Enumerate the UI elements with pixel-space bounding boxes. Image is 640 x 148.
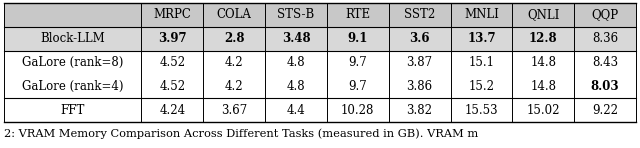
Bar bbox=[327, 3, 388, 27]
Text: 3.97: 3.97 bbox=[158, 32, 187, 45]
Text: 3.48: 3.48 bbox=[282, 32, 310, 45]
Text: SST2: SST2 bbox=[404, 8, 435, 21]
Bar bbox=[451, 74, 513, 98]
Text: QNLI: QNLI bbox=[527, 8, 559, 21]
Text: 3.67: 3.67 bbox=[221, 104, 247, 117]
Bar bbox=[327, 51, 388, 74]
Bar bbox=[265, 3, 327, 27]
Bar bbox=[574, 3, 636, 27]
Bar bbox=[388, 98, 451, 122]
Text: 12.8: 12.8 bbox=[529, 32, 557, 45]
Bar bbox=[327, 98, 388, 122]
Bar bbox=[388, 27, 451, 51]
Text: 15.02: 15.02 bbox=[527, 104, 560, 117]
Text: 4.8: 4.8 bbox=[287, 80, 305, 93]
Bar bbox=[388, 51, 451, 74]
Bar bbox=[327, 74, 388, 98]
Text: 9.7: 9.7 bbox=[348, 80, 367, 93]
Text: 9.1: 9.1 bbox=[348, 32, 368, 45]
Bar bbox=[204, 3, 265, 27]
Text: 4.24: 4.24 bbox=[159, 104, 186, 117]
Text: FFT: FFT bbox=[61, 104, 85, 117]
Bar bbox=[451, 98, 513, 122]
Text: 4.2: 4.2 bbox=[225, 80, 243, 93]
Bar bbox=[388, 74, 451, 98]
Text: STS-B: STS-B bbox=[277, 8, 315, 21]
Text: COLA: COLA bbox=[217, 8, 252, 21]
Text: 4.4: 4.4 bbox=[287, 104, 305, 117]
Bar bbox=[327, 27, 388, 51]
Text: 3.6: 3.6 bbox=[410, 32, 430, 45]
Text: 13.7: 13.7 bbox=[467, 32, 496, 45]
Bar bbox=[141, 98, 204, 122]
Bar bbox=[204, 51, 265, 74]
Bar bbox=[513, 51, 574, 74]
Bar bbox=[265, 98, 327, 122]
Text: 8.03: 8.03 bbox=[591, 80, 620, 93]
Text: MRPC: MRPC bbox=[154, 8, 191, 21]
Text: 9.7: 9.7 bbox=[348, 56, 367, 69]
Text: 3.86: 3.86 bbox=[406, 80, 433, 93]
Bar bbox=[141, 74, 204, 98]
Bar bbox=[451, 51, 513, 74]
Text: 15.2: 15.2 bbox=[468, 80, 495, 93]
Text: QQP: QQP bbox=[591, 8, 619, 21]
Bar bbox=[265, 74, 327, 98]
Bar bbox=[513, 74, 574, 98]
Bar bbox=[204, 74, 265, 98]
Bar bbox=[141, 3, 204, 27]
Bar bbox=[141, 51, 204, 74]
Bar bbox=[141, 27, 204, 51]
Bar bbox=[451, 27, 513, 51]
Text: 3.87: 3.87 bbox=[406, 56, 433, 69]
Bar bbox=[574, 74, 636, 98]
Bar bbox=[388, 3, 451, 27]
Bar bbox=[513, 3, 574, 27]
Text: 4.2: 4.2 bbox=[225, 56, 243, 69]
Text: 2: VRAM Memory Comparison Across Different Tasks (measured in GB). VRAM m: 2: VRAM Memory Comparison Across Differe… bbox=[4, 128, 478, 139]
Text: 8.43: 8.43 bbox=[592, 56, 618, 69]
Text: 4.52: 4.52 bbox=[159, 56, 186, 69]
Text: Block-LLM: Block-LLM bbox=[40, 32, 105, 45]
Bar bbox=[265, 27, 327, 51]
Text: 14.8: 14.8 bbox=[531, 56, 556, 69]
Text: 2.8: 2.8 bbox=[224, 32, 244, 45]
Text: RTE: RTE bbox=[345, 8, 371, 21]
Text: 15.53: 15.53 bbox=[465, 104, 499, 117]
Text: 14.8: 14.8 bbox=[531, 80, 556, 93]
Text: 4.8: 4.8 bbox=[287, 56, 305, 69]
Text: 15.1: 15.1 bbox=[468, 56, 495, 69]
Text: MNLI: MNLI bbox=[464, 8, 499, 21]
Text: GaLore (rank=8): GaLore (rank=8) bbox=[22, 56, 124, 69]
Text: 8.36: 8.36 bbox=[592, 32, 618, 45]
Bar bbox=[574, 27, 636, 51]
Bar bbox=[451, 3, 513, 27]
Bar bbox=[513, 27, 574, 51]
Text: 9.22: 9.22 bbox=[592, 104, 618, 117]
Text: 4.52: 4.52 bbox=[159, 80, 186, 93]
Text: GaLore (rank=4): GaLore (rank=4) bbox=[22, 80, 124, 93]
Bar bbox=[204, 98, 265, 122]
Text: 10.28: 10.28 bbox=[341, 104, 374, 117]
Bar bbox=[574, 51, 636, 74]
Bar bbox=[204, 27, 265, 51]
Text: 3.82: 3.82 bbox=[406, 104, 433, 117]
Bar bbox=[265, 51, 327, 74]
Bar bbox=[574, 98, 636, 122]
Bar bbox=[513, 98, 574, 122]
